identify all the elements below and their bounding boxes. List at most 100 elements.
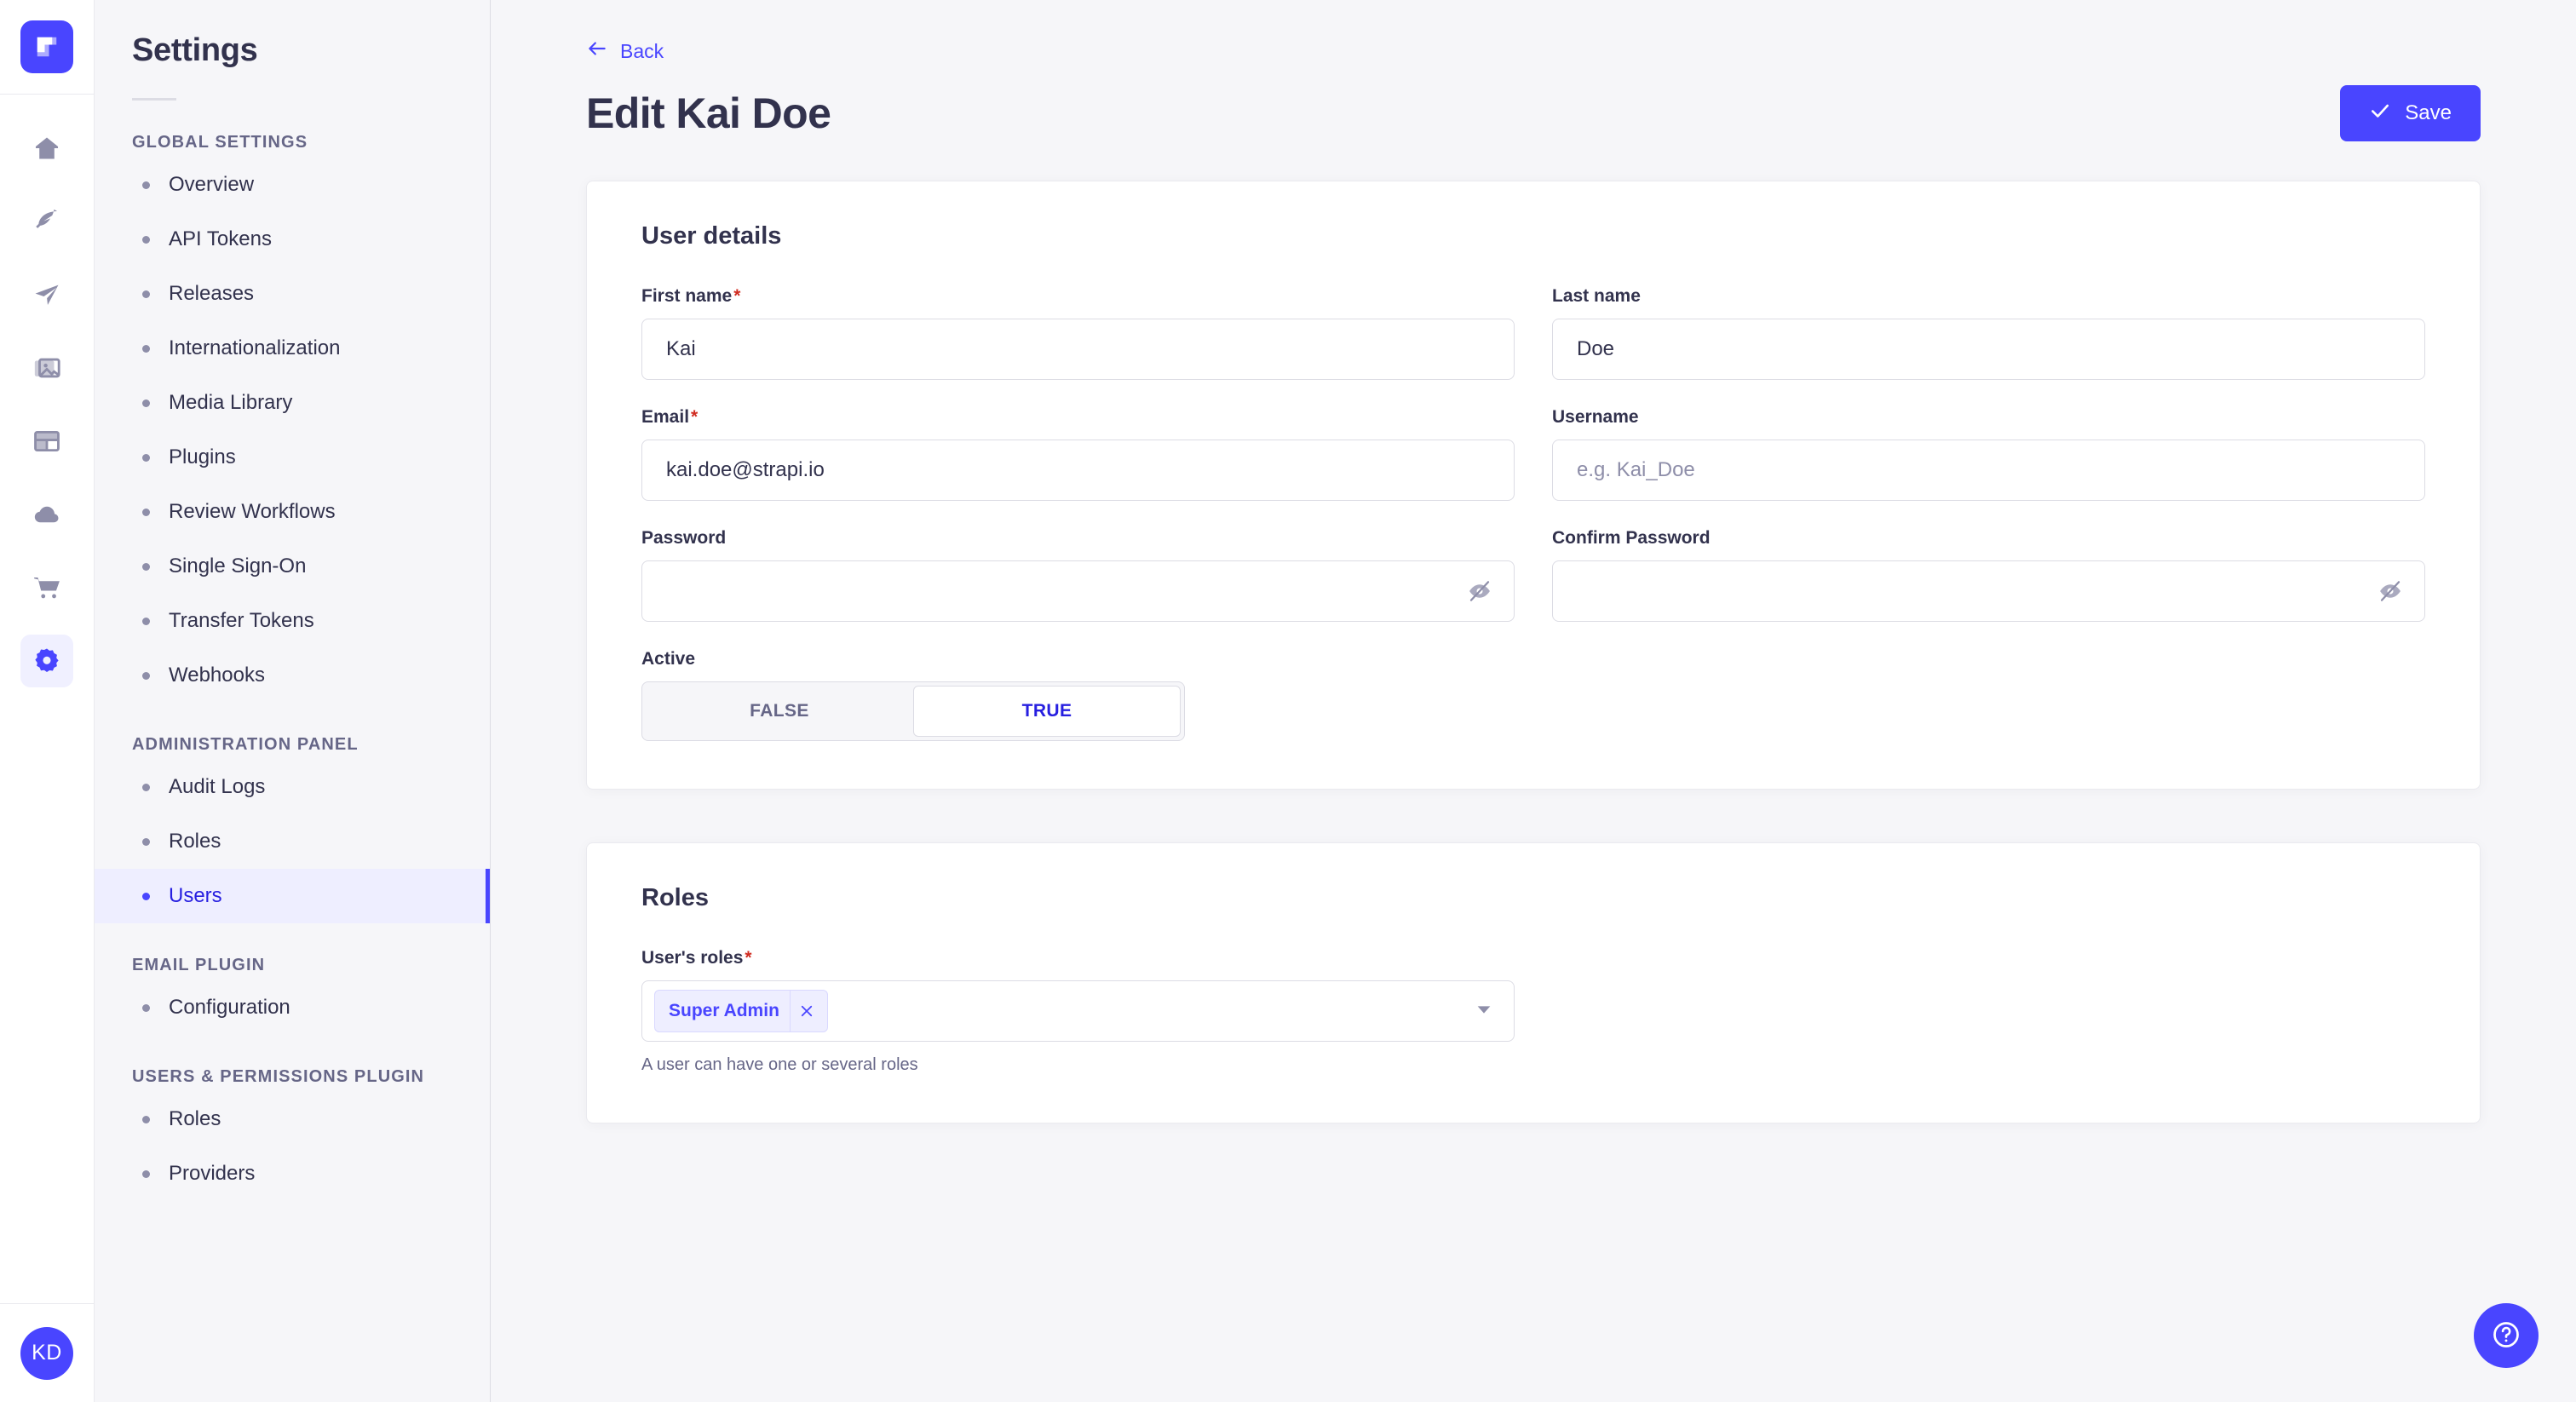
question-mark-icon (2491, 1319, 2521, 1353)
sidebar-item-label: Review Workflows (169, 500, 336, 523)
username-input[interactable] (1552, 440, 2425, 501)
required-marker: * (691, 407, 699, 427)
bullet-icon (142, 1169, 150, 1178)
arrow-left-icon (586, 37, 608, 65)
sidebar-item-label: Transfer Tokens (169, 609, 314, 632)
sidebar-section-label: ADMINISTRATION PANEL (132, 735, 359, 754)
gear-icon[interactable] (20, 635, 73, 687)
sidebar-divider (132, 98, 176, 101)
check-icon (2369, 100, 2391, 128)
sidebar-item-label: Webhooks (169, 664, 265, 687)
sidebar-item-releases[interactable]: Releases (95, 267, 490, 321)
settings-sidebar: Settings GLOBAL SETTINGS Overview API To… (95, 0, 491, 1402)
sidebar-section-label: USERS & PERMISSIONS PLUGIN (132, 1067, 425, 1086)
sidebar-item-single-sign-on[interactable]: Single Sign-On (95, 539, 490, 594)
sidebar-item-label: API Tokens (169, 227, 272, 250)
roles-title: Roles (641, 884, 709, 911)
sidebar-item-webhooks[interactable]: Webhooks (95, 648, 490, 703)
shopping-cart-icon[interactable] (20, 561, 73, 614)
sidebar-item-label: Users (169, 884, 222, 907)
sidebar-item-label: Configuration (169, 996, 290, 1019)
username-label: Username (1552, 407, 1639, 427)
last-name-input-wrap (1552, 319, 2425, 380)
user-roles-select[interactable]: Super Admin (641, 980, 1515, 1042)
layout-icon[interactable] (20, 415, 73, 468)
bullet-icon (142, 783, 150, 791)
confirm-password-label: Confirm Password (1552, 528, 1711, 548)
roles-grid-spacer (1552, 948, 2425, 1075)
user-details-card: User details First name* Last name (586, 181, 2481, 790)
user-details-title: User details (641, 222, 782, 250)
eye-off-icon[interactable] (1467, 578, 1492, 604)
email-field: Email* (641, 407, 1515, 501)
first-name-label: First name* (641, 286, 1515, 307)
sidebar-item-label: Plugins (169, 445, 236, 468)
bullet-icon (142, 617, 150, 625)
first-name-input[interactable] (641, 319, 1515, 380)
email-label-text: Email (641, 407, 690, 427)
page-title: Edit Kai Doe (586, 89, 831, 137)
sidebar-item-api-tokens[interactable]: API Tokens (95, 212, 490, 267)
bullet-icon (142, 344, 150, 353)
paper-plane-icon[interactable] (20, 268, 73, 321)
title-row: Edit Kai Doe Save (586, 85, 2481, 141)
sidebar-item-users[interactable]: Users (95, 869, 490, 923)
sidebar-item-plugins[interactable]: Plugins (95, 430, 490, 485)
active-toggle[interactable]: FALSE TRUE (641, 681, 1185, 741)
confirm-password-input[interactable] (1552, 560, 2425, 622)
close-icon[interactable] (789, 991, 824, 1031)
email-label: Email* (641, 407, 1515, 428)
bullet-icon (142, 837, 150, 846)
bullet-icon (142, 453, 150, 462)
bullet-icon (142, 1115, 150, 1123)
sidebar-item-label: Audit Logs (169, 775, 266, 798)
eye-off-icon[interactable] (2378, 578, 2403, 604)
sidebar-item-media-library[interactable]: Media Library (95, 376, 490, 430)
sidebar-item-up-roles[interactable]: Roles (95, 1092, 490, 1146)
password-input-wrap (641, 560, 1515, 622)
help-button[interactable] (2474, 1303, 2539, 1368)
rail-footer: KD (0, 1303, 94, 1402)
bullet-icon (142, 671, 150, 680)
sidebar-item-label: Internationalization (169, 336, 341, 359)
active-toggle-false[interactable]: FALSE (646, 686, 913, 737)
user-roles-hint: A user can have one or several roles (641, 1055, 918, 1074)
active-toggle-field: Active FALSE TRUE (641, 649, 2425, 741)
sidebar-item-transfer-tokens[interactable]: Transfer Tokens (95, 594, 490, 648)
save-button[interactable]: Save (2340, 85, 2481, 141)
sidebar-item-roles[interactable]: Roles (95, 814, 490, 869)
sidebar-item-up-providers[interactable]: Providers (95, 1146, 490, 1201)
sidebar-item-configuration[interactable]: Configuration (95, 980, 490, 1035)
sidebar-item-overview[interactable]: Overview (95, 158, 490, 212)
email-input[interactable] (641, 440, 1515, 501)
username-input-wrap (1552, 440, 2425, 501)
sidebar-item-internationalization[interactable]: Internationalization (95, 321, 490, 376)
avatar[interactable]: KD (20, 1326, 73, 1380)
feather-icon[interactable] (20, 195, 73, 248)
required-marker: * (745, 948, 752, 968)
sidebar-item-label: Roles (169, 1107, 221, 1130)
last-name-input[interactable] (1552, 319, 2425, 380)
strapi-logo-icon[interactable] (20, 20, 73, 73)
images-icon[interactable] (20, 342, 73, 394)
first-name-input-wrap (641, 319, 1515, 380)
user-details-grid: First name* Last name (641, 286, 2425, 622)
roles-card: Roles User's roles* Super Admin (586, 842, 2481, 1123)
icon-rail: KD (0, 0, 95, 1402)
sidebar-item-audit-logs[interactable]: Audit Logs (95, 760, 490, 814)
home-icon[interactable] (20, 122, 73, 175)
confirm-password-input-wrap (1552, 560, 2425, 622)
cloud-icon[interactable] (20, 488, 73, 541)
back-link[interactable]: Back (586, 37, 664, 65)
password-input[interactable] (641, 560, 1515, 622)
sidebar-section-email-plugin: EMAIL PLUGIN Configuration (95, 923, 490, 1035)
user-roles-label: User's roles* (641, 948, 1515, 968)
bullet-icon (142, 1003, 150, 1012)
bullet-icon (142, 508, 150, 516)
active-toggle-true[interactable]: TRUE (913, 686, 1181, 737)
sidebar-title: Settings (132, 32, 258, 68)
sidebar-item-label: Roles (169, 830, 221, 853)
chevron-down-icon[interactable] (1475, 1000, 1493, 1023)
sidebar-section-label: GLOBAL SETTINGS (132, 133, 308, 152)
sidebar-item-review-workflows[interactable]: Review Workflows (95, 485, 490, 539)
